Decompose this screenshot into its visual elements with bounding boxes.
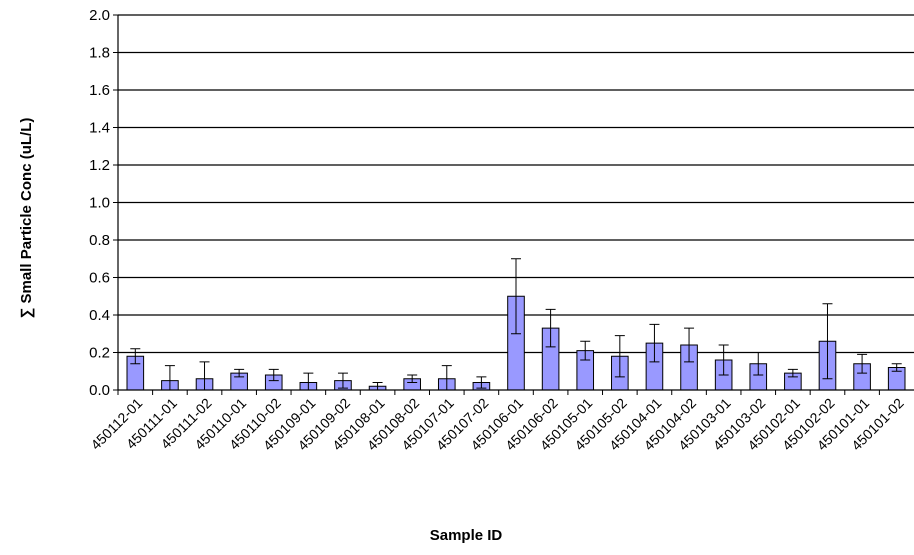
error-bar: [753, 352, 764, 376]
y-tick-label: 0.6: [89, 270, 110, 287]
error-bar: [614, 335, 625, 378]
error-bar: [268, 368, 279, 382]
error-bar: [684, 327, 695, 363]
y-axis-title: ∑ Small Particle Conc (uL/L): [18, 118, 35, 319]
error-bar: [545, 308, 556, 348]
error-bar: [511, 258, 521, 335]
error-bar: [891, 363, 902, 372]
error-bar: [718, 344, 729, 376]
axes: [117, 15, 914, 395]
x-axis-tick-labels: 450112-01450111-01450111-02450110-014501…: [87, 395, 906, 454]
error-bar: [476, 376, 487, 389]
error-bar: [822, 303, 833, 380]
y-tick-label: 0.2: [89, 345, 110, 362]
error-bar: [407, 374, 418, 383]
y-tick-label: 0.0: [89, 382, 110, 399]
error-bar: [580, 340, 591, 361]
bars: [126, 295, 906, 391]
error-bar: [649, 323, 660, 363]
error-bar: [857, 353, 868, 374]
y-axis-ticks: 0.0 0.2 0.4 0.6 0.8 1.0 1.2 1.4 1.6 1.8 2.0: [89, 7, 118, 399]
gridlines: [118, 14, 914, 354]
y-tick-label: 1.4: [89, 120, 110, 137]
x-axis-title: Sample ID: [430, 527, 503, 544]
y-tick-label: 1.8: [89, 45, 110, 62]
y-tick-label: 1.6: [89, 82, 110, 99]
y-tick-label: 2.0: [89, 7, 110, 24]
error-bar: [787, 368, 798, 378]
error-bar: [234, 368, 245, 378]
y-tick-label: 1.2: [89, 157, 110, 174]
error-bar: [130, 348, 141, 365]
y-tick-label: 0.4: [89, 307, 110, 324]
y-tick-label: 1.0: [89, 195, 110, 212]
y-tick-label: 0.8: [89, 232, 110, 249]
error-bar: [337, 372, 348, 389]
